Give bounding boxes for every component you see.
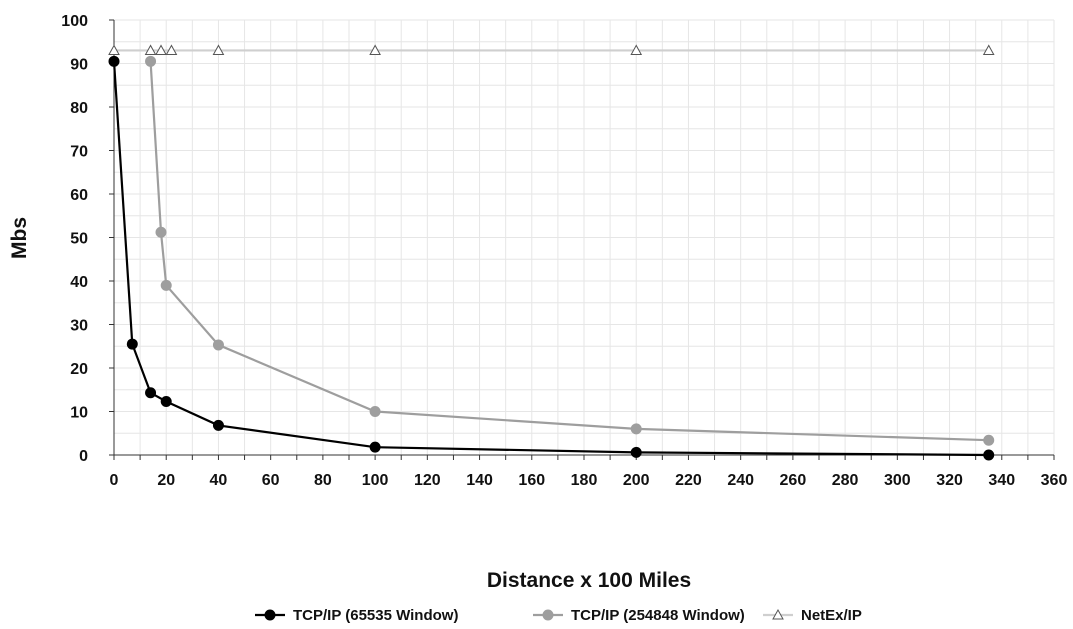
legend-item-1: TCP/IP (254848 Window) [533, 607, 745, 624]
data-point [983, 434, 995, 446]
data-point [108, 44, 120, 55]
x-tick-label: 40 [210, 472, 228, 489]
legend-label: NetEx/IP [801, 607, 862, 624]
axes: 0 20 40 60 80 100 120 140 160 180 200 220 240 260 280 3… [61, 13, 1067, 489]
data-point [155, 226, 167, 238]
x-tick-label: 300 [884, 472, 911, 489]
data-point [369, 44, 381, 55]
y-tick-label: 80 [70, 100, 88, 117]
data-point [212, 419, 224, 431]
y-tick-label: 10 [70, 405, 88, 422]
series-group [108, 44, 995, 461]
data-point [160, 395, 172, 407]
data-point [630, 423, 642, 435]
data-point [155, 44, 167, 55]
data-point [126, 338, 138, 350]
y-axis-title: Mbs [8, 217, 31, 259]
data-point [983, 449, 995, 461]
data-point [160, 279, 172, 291]
data-point [108, 55, 120, 67]
data-point [165, 44, 178, 55]
y-tick-label: 60 [70, 187, 88, 204]
legend-swatch-marker [542, 609, 554, 621]
x-tick-label: 140 [466, 472, 493, 489]
legend-item-0: TCP/IP (65535 Window) [255, 607, 458, 624]
data-point [145, 55, 157, 67]
x-tick-label: 20 [157, 472, 175, 489]
legend: TCP/IP (65535 Window) TCP/IP (254848 Wind… [255, 607, 862, 624]
y-tick-label: 30 [70, 318, 88, 335]
y-tick-label: 70 [70, 144, 88, 161]
x-tick-label: 320 [936, 472, 963, 489]
y-tick-label: 90 [70, 57, 88, 74]
legend-item-2: NetEx/IP [763, 607, 862, 624]
x-tick-label: 60 [262, 472, 280, 489]
data-point [369, 441, 381, 453]
data-point [369, 406, 381, 417]
legend-label: TCP/IP (254848 Window) [571, 607, 745, 624]
x-tick-label: 220 [675, 472, 702, 489]
x-axis-title: Distance x 100 Miles [487, 569, 691, 592]
grid [114, 19, 1055, 455]
series-2 [108, 44, 995, 55]
series-1 [145, 55, 995, 446]
data-point [982, 44, 995, 55]
x-tick-label: 80 [314, 472, 332, 489]
x-tick-label: 340 [988, 472, 1015, 489]
x-tick-label: 160 [518, 472, 545, 489]
legend-label: TCP/IP (65535 Window) [293, 607, 458, 624]
legend-swatch-marker [264, 609, 276, 621]
x-tick-label: 260 [780, 472, 807, 489]
x-tick-label: 360 [1041, 472, 1068, 489]
y-tick-label: 40 [70, 274, 88, 291]
x-tick-label: 240 [727, 472, 754, 489]
series-line [112, 61, 989, 457]
data-point [144, 44, 157, 55]
data-point [212, 44, 225, 55]
data-point [630, 44, 643, 55]
x-tick-label: 120 [414, 472, 441, 489]
x-tick-label: 200 [623, 472, 650, 489]
data-point [630, 446, 642, 458]
x-tick-label: 100 [362, 472, 389, 489]
x-tick-label: 0 [110, 472, 119, 489]
data-point [145, 387, 157, 399]
y-tick-label: 100 [61, 13, 88, 30]
x-tick-label: 180 [571, 472, 598, 489]
x-tick-label: 280 [832, 472, 859, 489]
series-0 [108, 55, 995, 461]
series-line [149, 61, 989, 442]
y-tick-label: 0 [79, 448, 88, 465]
y-tick-label: 50 [70, 231, 88, 248]
legend-swatch-marker [772, 608, 784, 620]
data-point [212, 339, 224, 351]
y-tick-label: 20 [70, 361, 88, 378]
